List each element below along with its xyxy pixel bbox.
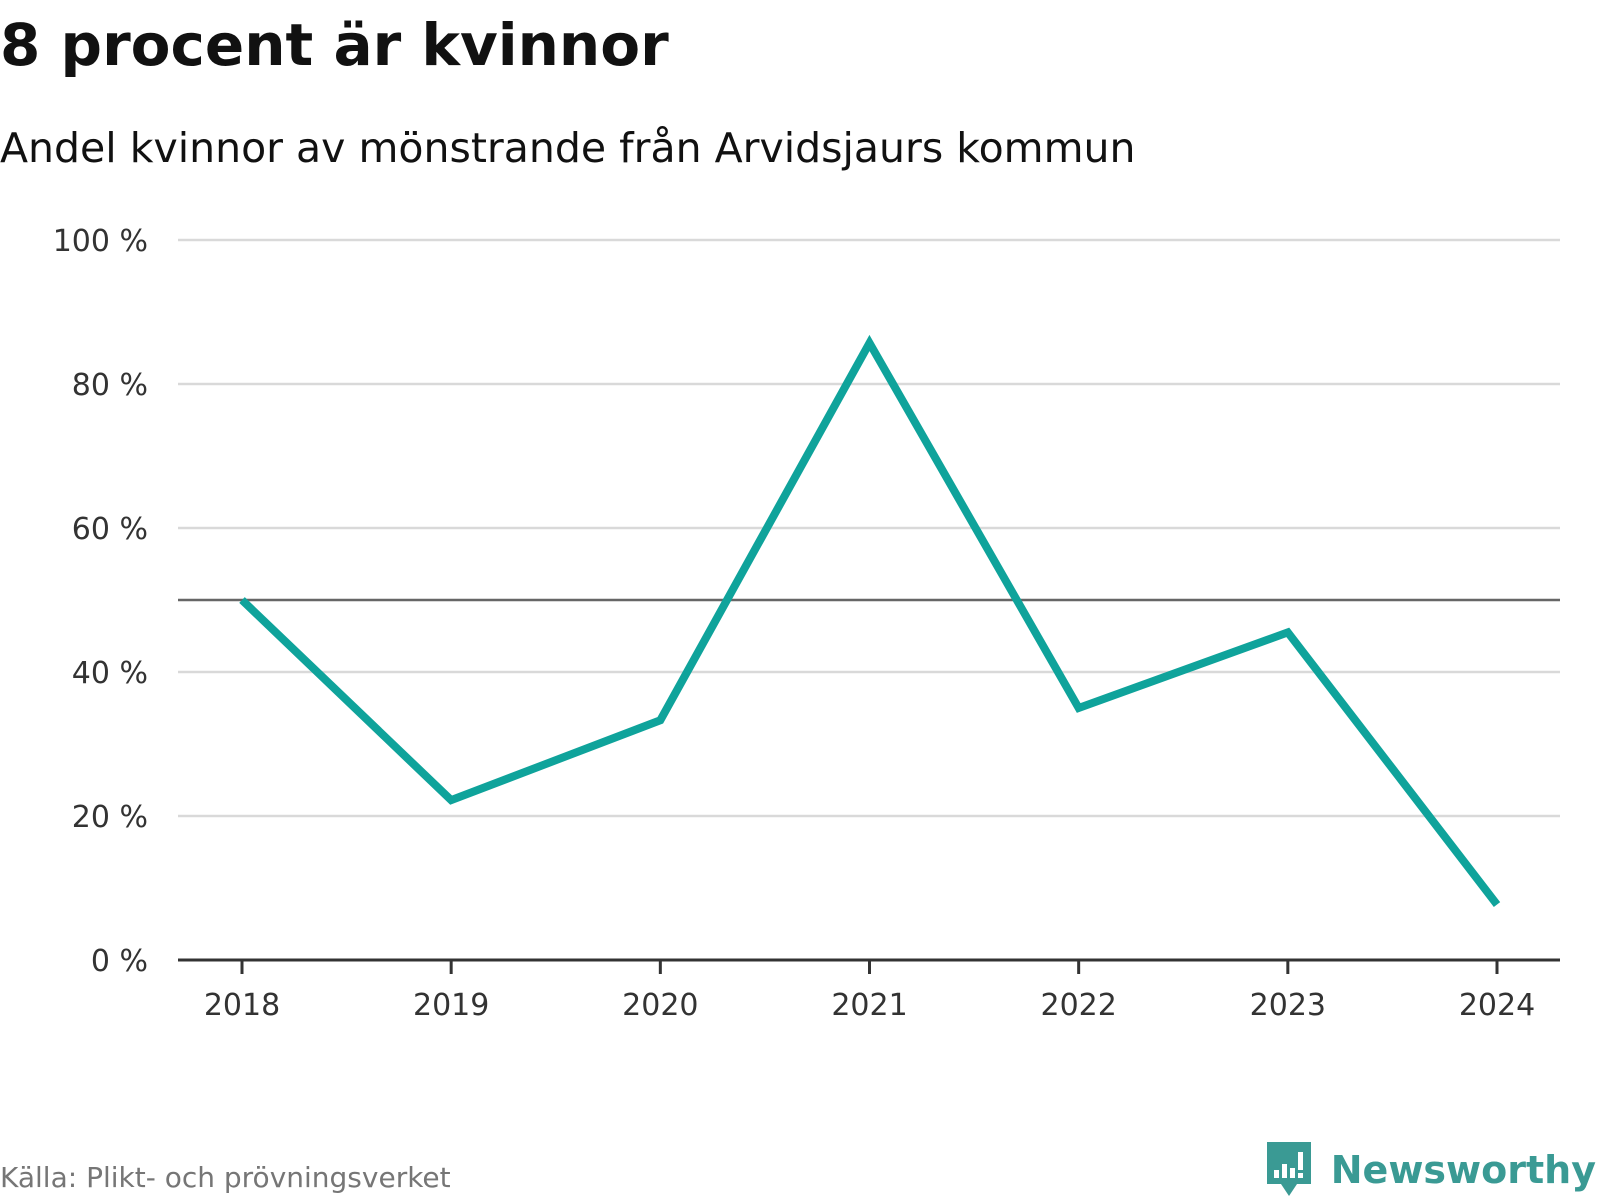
- y-tick-label: 0 %: [91, 944, 148, 979]
- source-note: Källa: Plikt- och prövningsverket: [0, 1161, 451, 1194]
- x-tick-label: 2022: [1040, 988, 1116, 1023]
- x-tick-label: 2018: [204, 988, 280, 1023]
- x-tick-label: 2020: [622, 988, 698, 1023]
- series-group: [239, 334, 1501, 907]
- y-tick-label: 60 %: [72, 512, 148, 547]
- y-tick-label: 80 %: [72, 368, 148, 403]
- y-tick-label: 100 %: [53, 224, 148, 259]
- brand-name: Newsworthy: [1330, 1148, 1596, 1192]
- x-tick-label: 2021: [831, 988, 907, 1023]
- series-line: [239, 334, 1501, 907]
- x-tick-label: 2024: [1459, 988, 1535, 1023]
- x-axis: [178, 958, 1560, 974]
- x-axis-labels: 2018 2019 2020 2021 2022 2023 2024: [204, 988, 1535, 1023]
- y-tick-label: 20 %: [72, 800, 148, 835]
- brand-logo: Newsworthy: [1265, 1140, 1596, 1200]
- x-tick-label: 2023: [1250, 988, 1326, 1023]
- y-axis-labels: 0 % 20 % 40 % 60 % 80 % 100 %: [53, 224, 148, 979]
- chart-title: 8 procent är kvinnor: [0, 11, 669, 79]
- x-tick-label: 2019: [413, 988, 489, 1023]
- gridlines: [178, 238, 1560, 818]
- y-tick-label: 40 %: [72, 656, 148, 691]
- newsworthy-logo-icon: [1266, 1142, 1311, 1196]
- chart-subtitle: Andel kvinnor av mönstrande från Arvidsj…: [0, 124, 1136, 172]
